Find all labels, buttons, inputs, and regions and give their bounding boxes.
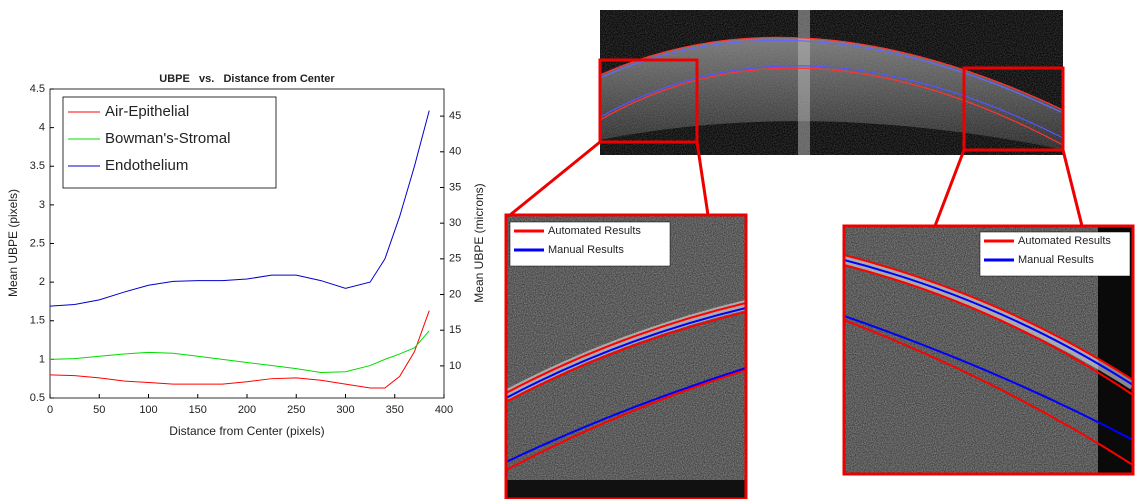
legend-label: Manual Results (548, 244, 624, 256)
zoom-box (962, 66, 1065, 152)
y-tick-label: 2 (39, 276, 45, 288)
y-tick-label: 1 (39, 353, 45, 365)
inset-legend: Automated Results Manual Results (979, 231, 1131, 277)
line (49, 110, 430, 307)
y2-tick-label: 30 (449, 217, 461, 229)
y2-axis-label: Mean UBPE (microns) (472, 183, 486, 302)
y-tick-label: 1.5 (30, 315, 45, 327)
y-tick-label: 0.5 (30, 392, 45, 404)
inset-legend: Automated Results Manual Results (509, 221, 671, 267)
x-tick-label: 350 (386, 404, 404, 416)
y-tick-label: 4 (39, 122, 45, 134)
x-axis-label: Distance from Center (pixels) (169, 424, 324, 438)
y-tick-label: 3.5 (30, 160, 45, 172)
y-tick-label: 2.5 (30, 237, 45, 249)
inset-frame (842, 224, 1135, 476)
legend-label: Automated Results (548, 225, 641, 237)
legend-label: Bowman's-Stromal (105, 130, 230, 147)
line (49, 330, 430, 374)
y2-tick-label: 15 (449, 324, 461, 336)
y-tick-label: 4.5 (30, 83, 45, 95)
y2-tick-label: 20 (449, 288, 461, 300)
legend-label: Automated Results (1018, 235, 1111, 247)
zoom-box (598, 58, 699, 144)
y2-tick-label: 45 (449, 110, 461, 122)
x-tick-label: 400 (435, 404, 453, 416)
legend-label: Manual Results (1018, 254, 1094, 266)
y2-tick-label: 40 (449, 146, 461, 158)
x-tick-label: 200 (238, 404, 256, 416)
x-tick-label: 150 (189, 404, 207, 416)
y2-tick-label: 10 (449, 360, 461, 372)
y2-tick-label: 25 (449, 253, 461, 265)
y-tick-label: 3 (39, 199, 45, 211)
x-tick-label: 50 (93, 404, 105, 416)
y2-tick-label: 35 (449, 181, 461, 193)
x-tick-label: 0 (47, 404, 53, 416)
x-tick-label: 300 (336, 404, 354, 416)
chart-title: UBPE vs. Distance from Center (159, 73, 335, 85)
x-tick-label: 100 (139, 404, 157, 416)
oct-image (600, 10, 1063, 155)
legend-label: Endothelium (105, 157, 188, 174)
connector (509, 140, 1084, 227)
x-tick-label: 250 (287, 404, 305, 416)
y-axis-label: Mean UBPE (pixels) (6, 189, 20, 297)
line (49, 310, 430, 389)
legend-label: Air-Epithelial (105, 103, 189, 120)
